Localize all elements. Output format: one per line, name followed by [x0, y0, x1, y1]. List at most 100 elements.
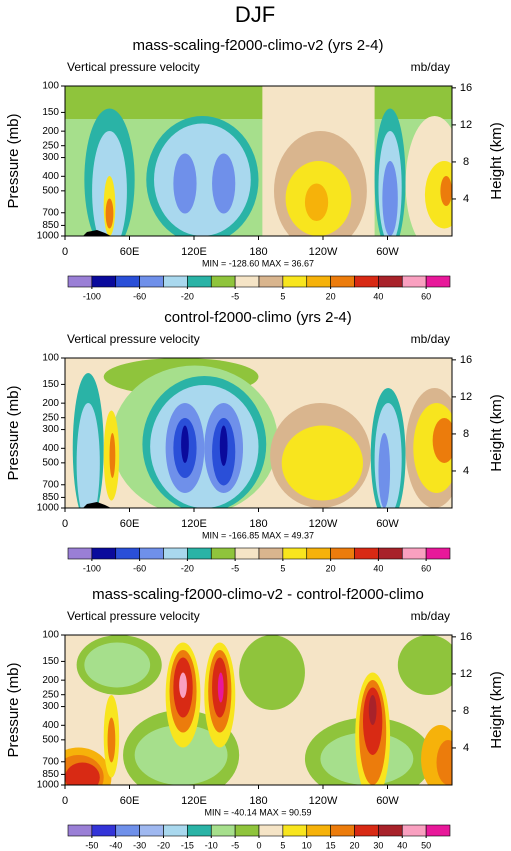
y-tick-label: 200 [42, 675, 59, 686]
y-tick-label: 850 [42, 492, 59, 503]
x-tick-label: 60W [376, 246, 399, 258]
contour-region [281, 425, 363, 501]
colorbar-label: -5 [231, 840, 239, 850]
y-tick-label: 250 [42, 140, 59, 151]
colorbar-label: -60 [133, 291, 146, 301]
colorbar-label: 15 [326, 840, 336, 850]
colorbar-label: 20 [326, 563, 336, 573]
y-tick-label: 300 [42, 152, 59, 163]
colorbar-box [163, 275, 188, 288]
y-tick-label: 200 [42, 126, 59, 137]
y2-tick-label: 12 [460, 668, 472, 680]
colorbar-box [115, 547, 140, 560]
contour-region [304, 183, 329, 221]
contour-region [382, 161, 398, 236]
contour-region [378, 433, 391, 508]
stats: MIN = -166.85 MAX = 49.37 [202, 530, 314, 540]
contour-region [109, 433, 116, 478]
right-label: mb/day [411, 332, 450, 346]
y-tick-label: 250 [42, 412, 59, 423]
colorbar-box [139, 275, 164, 288]
x-tick-label: 0 [62, 518, 68, 530]
y-tick-label: 500 [42, 734, 59, 745]
y-tick-label: 300 [42, 424, 59, 435]
colorbar-box [115, 275, 140, 288]
colorbar-label: -10 [205, 840, 218, 850]
colorbar-box [282, 275, 308, 288]
colorbar-label: 5 [280, 291, 285, 301]
colorbar-box [378, 824, 403, 837]
colorbar-label: -60 [133, 563, 146, 573]
contour-region [84, 642, 151, 688]
contour-region [181, 425, 189, 463]
colorbar-label: 0 [256, 840, 261, 850]
colorbar-label: 60 [421, 563, 431, 573]
colorbar-label: -5 [231, 291, 239, 301]
colorbar-box [187, 275, 212, 288]
colorbar-label: 20 [326, 291, 336, 301]
contour-region [105, 198, 114, 229]
y-tick-label: 700 [42, 756, 59, 767]
right-label: mb/day [411, 60, 450, 74]
colorbar-label: 5 [280, 563, 285, 573]
contour-region [76, 403, 100, 508]
contour-region [432, 418, 452, 463]
x-tick-label: 120W [309, 795, 338, 807]
contour-region [107, 717, 116, 763]
colorbar-label: 50 [421, 840, 431, 850]
colorbar-box [401, 824, 427, 837]
x-tick-label: 120E [181, 795, 207, 807]
colorbar-box [234, 824, 260, 837]
colorbar-box [115, 824, 140, 837]
colorbar-box [210, 275, 236, 288]
y-tick-label: 400 [42, 720, 59, 731]
x-tick-label: 120W [309, 246, 338, 258]
y-tick-label: 1000 [37, 503, 60, 514]
y2-tick-label: 16 [460, 354, 472, 366]
colorbar-box [378, 275, 403, 288]
stats: MIN = -128.60 MAX = 36.67 [202, 258, 314, 268]
colorbar-label: -30 [133, 840, 146, 850]
colorbar-label: -50 [85, 840, 98, 850]
contour-region [436, 740, 452, 785]
left-label: Vertical pressure velocity [67, 60, 200, 74]
colorbar-box [210, 547, 236, 560]
colorbar-box [354, 275, 379, 288]
colorbar-label: -5 [231, 563, 239, 573]
contour-region [179, 672, 187, 698]
y2-axis-title: Height (km) [488, 122, 505, 200]
colorbar-box [354, 824, 379, 837]
right-label: mb/day [411, 609, 450, 623]
contour-region [173, 153, 197, 214]
y2-tick-label: 16 [460, 82, 472, 94]
colorbar-box [67, 275, 93, 288]
left-label: Vertical pressure velocity [67, 609, 200, 623]
colorbar-label: 20 [349, 840, 359, 850]
y2-tick-label: 8 [463, 428, 469, 440]
colorbar-box [91, 824, 117, 837]
y-tick-label: 250 [42, 689, 59, 700]
y-tick-label: 300 [42, 701, 59, 712]
colorbar-box [139, 824, 164, 837]
y-tick-label: 200 [42, 398, 59, 409]
y2-tick-label: 8 [463, 705, 469, 717]
y2-axis-title: Height (km) [488, 394, 505, 472]
colorbar-box [187, 547, 212, 560]
y2-tick-label: 4 [463, 742, 469, 754]
y-tick-label: 700 [42, 207, 59, 218]
left-label: Vertical pressure velocity [67, 332, 200, 346]
x-tick-label: 120E [181, 518, 207, 530]
stats: MIN = -40.14 MAX = 90.59 [204, 807, 311, 817]
colorbar-box [425, 824, 451, 837]
y-tick-label: 1000 [37, 231, 60, 242]
colorbar-box [401, 547, 427, 560]
colorbar-label: 40 [373, 563, 383, 573]
y-axis-title: Pressure (mb) [5, 662, 22, 757]
colorbar-box [139, 547, 164, 560]
y-tick-label: 700 [42, 479, 59, 490]
colorbar-box [258, 547, 284, 560]
colorbar-label: -40 [109, 840, 122, 850]
y2-axis-title: Height (km) [488, 671, 505, 749]
colorbar-label: 40 [397, 840, 407, 850]
